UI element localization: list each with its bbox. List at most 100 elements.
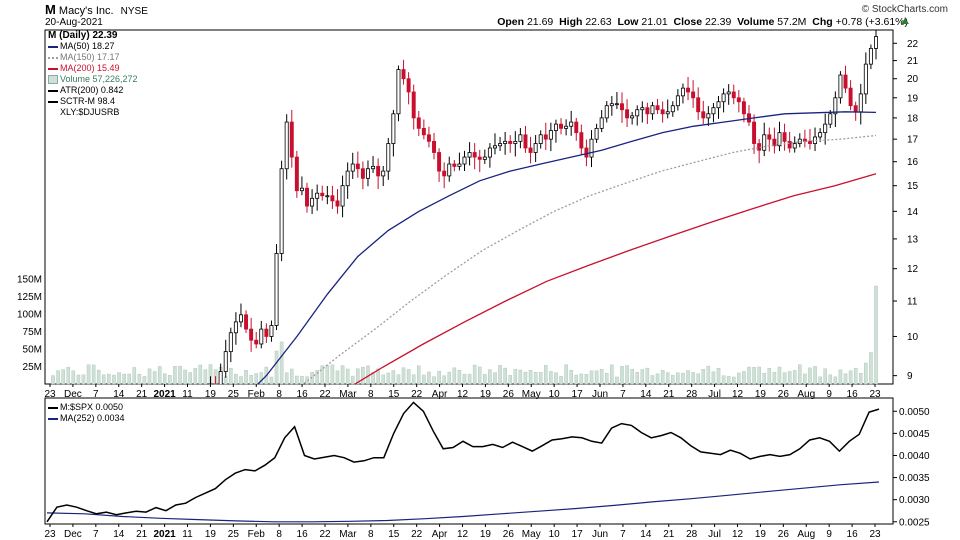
candle-body [366, 168, 370, 179]
candle-body [589, 138, 594, 158]
low-label: Low [617, 16, 639, 28]
candle-body [792, 143, 797, 149]
volume-bar [234, 373, 238, 385]
candle-body [635, 109, 640, 117]
volume-bar [696, 373, 700, 385]
source-watermark: © StockCharts.com [862, 4, 948, 15]
candle-body [259, 328, 264, 345]
candle-body [325, 195, 330, 198]
chg-label: Chg [812, 16, 833, 28]
volume-bar [386, 372, 391, 385]
candle-body [371, 165, 376, 170]
volume-bar [528, 370, 533, 385]
candle-body [787, 140, 792, 149]
volume-bar [848, 370, 853, 385]
legend-ma150: MA(150) 17.17 [48, 52, 138, 63]
volume-bar [51, 375, 55, 385]
ratio-x-axis-tick-label: 7 [93, 529, 99, 540]
high-label: High [559, 16, 583, 28]
x-axis-tick-label: 17 [572, 389, 584, 400]
ratio-x-axis-tick-label: 16 [297, 529, 309, 540]
volume-bar [625, 365, 629, 385]
candle-body [249, 328, 254, 341]
volume-bar [569, 369, 573, 385]
volume-bar [142, 376, 147, 385]
ratio-x-axis-tick-label: 11 [182, 529, 193, 540]
candle-body [279, 168, 284, 254]
volume-bar [604, 372, 609, 385]
ratio-panel-frame [44, 397, 894, 525]
legend-ratio-label: M:$SPX 0.0050 [60, 402, 124, 412]
legend-ma50: MA(50) 18.27 [48, 41, 138, 52]
volume-axis-tick-label: 75M [23, 327, 42, 338]
volume-bar [361, 366, 365, 385]
x-axis-tick-label: 14 [640, 389, 652, 400]
candle-body [411, 91, 416, 119]
volume-bar [747, 366, 751, 385]
volume-bar [635, 372, 640, 385]
candle-body [579, 132, 584, 149]
legend-ma200: MA(200) 15.49 [48, 63, 138, 74]
ratio-x-axis-tick-label: Aug [797, 529, 815, 540]
candle-body [244, 314, 249, 330]
x-axis-tick-label: 22 [411, 389, 423, 400]
ratio-x-axis-tick-label: 8 [276, 529, 282, 540]
candle-body [726, 91, 731, 95]
candle-body [340, 185, 345, 207]
candle-body [107, 429, 110, 444]
candle-body [564, 125, 569, 129]
legend-price-label: M (Daily) 22.39 [48, 30, 118, 41]
candle-body [518, 134, 523, 142]
volume-bar [701, 369, 706, 385]
candle-body [528, 147, 533, 153]
candle-body [680, 87, 685, 97]
candle-body [254, 339, 259, 345]
ratio-x-axis-tick-label: May [522, 529, 541, 540]
volume-bar [168, 375, 172, 385]
x-axis-tick-label: May [522, 389, 541, 400]
candle-body [721, 93, 726, 103]
volume-axis-tick-label: 100M [17, 310, 42, 321]
volume-bar [96, 369, 101, 385]
candle-body [148, 443, 151, 453]
candle-body [782, 132, 787, 142]
volume-bar [188, 372, 192, 385]
volume-bar [401, 367, 406, 385]
candle-body [599, 117, 604, 129]
volume-bar [340, 365, 345, 385]
volume-bar [269, 376, 274, 385]
price-axis-tick-label: 11 [907, 297, 918, 308]
candle-body [574, 121, 579, 134]
x-axis-tick-label: 19 [480, 389, 492, 400]
x-axis-tick-label: 16 [297, 389, 309, 400]
candle-body [102, 443, 105, 448]
volume-bar [803, 373, 807, 385]
volume-bar [437, 371, 441, 385]
candle-body [513, 140, 518, 144]
candle-body [133, 453, 136, 454]
close-value: 22.39 [705, 16, 732, 28]
volume-bar [640, 369, 645, 385]
candle-body [838, 74, 843, 99]
legend-atr: ATR(200) 0.842 [48, 85, 138, 96]
candle-body [848, 87, 853, 107]
candle-body [609, 103, 614, 107]
ratio-x-axis-tick-label: 22 [319, 529, 331, 540]
price-legend: M (Daily) 22.39 MA(50) 18.27 MA(150) 17.… [48, 30, 138, 118]
ohlc-readout: Open 21.69 High 22.63 Low 21.01 Close 22… [497, 16, 908, 28]
ratio-axis-tick-label: 0.0040 [899, 451, 930, 462]
volume-bar [838, 369, 843, 385]
candle-body [843, 74, 848, 89]
volume-bar [864, 362, 868, 385]
ratio-axis-tick-label: 0.0045 [899, 429, 930, 440]
volume-bar [330, 364, 335, 385]
volume-axis-tick-label: 150M [17, 275, 42, 286]
candle-body [199, 406, 202, 420]
candle-body [620, 103, 624, 111]
candle-body [406, 78, 411, 93]
candle-body [194, 419, 197, 438]
candle-body [264, 328, 269, 337]
atr-swatch [48, 89, 58, 92]
x-axis-tick-label: 7 [93, 389, 99, 400]
candle-body [477, 156, 482, 160]
